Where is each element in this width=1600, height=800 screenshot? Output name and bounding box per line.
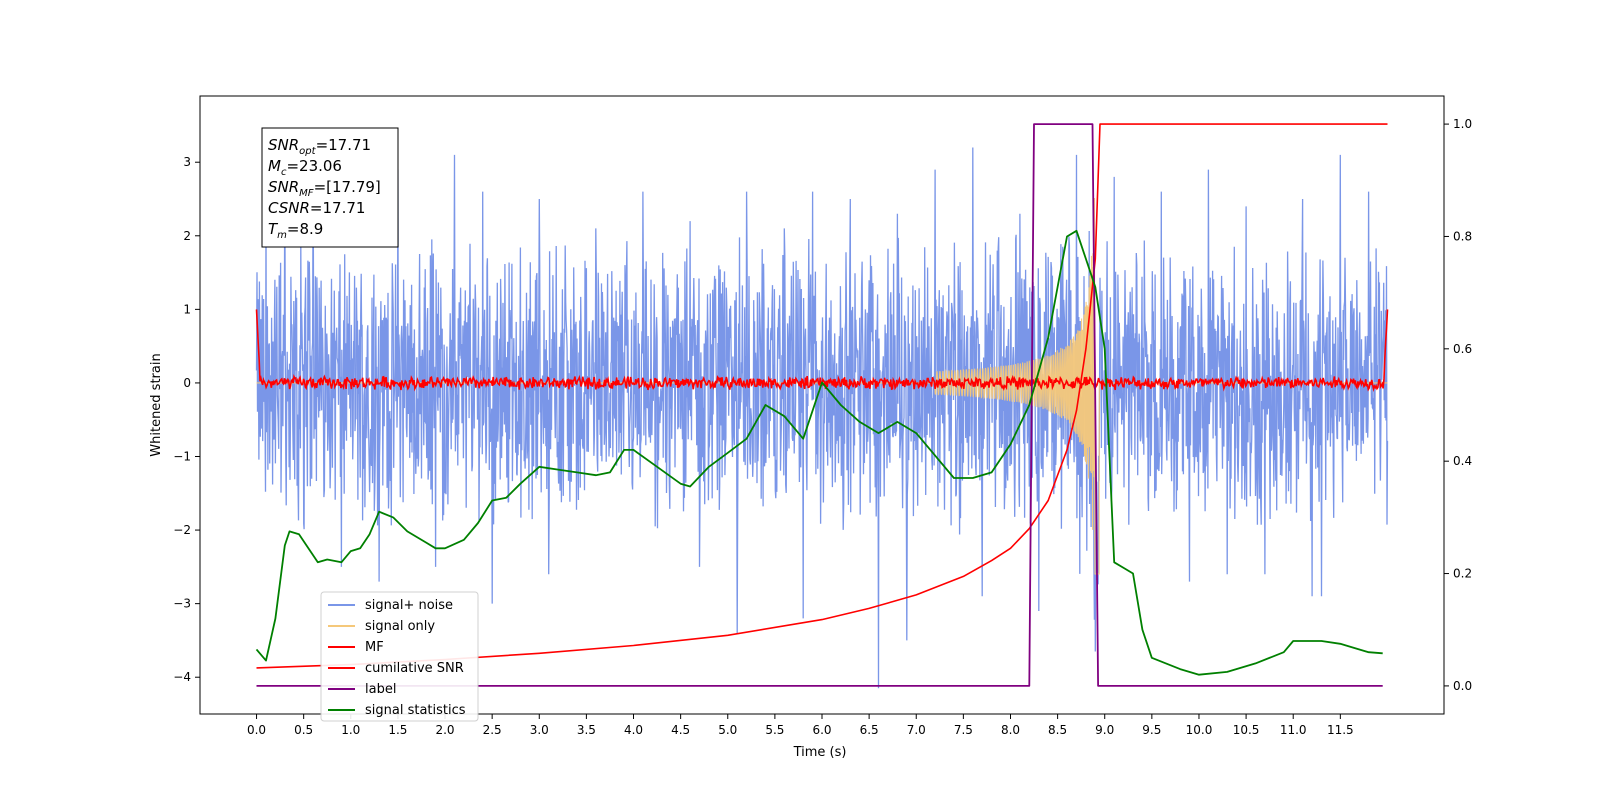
right-y-tick-label: 0.4: [1453, 454, 1472, 468]
annotation-line: CSNR=17.71: [268, 199, 365, 217]
legend-label: signal+ noise: [365, 598, 453, 613]
annotation-line: Tm=8.9: [268, 220, 323, 241]
annotation-line: Mc=23.06: [268, 157, 342, 178]
x-tick-label: 8.5: [1048, 723, 1067, 737]
x-tick-label: 2.5: [483, 723, 502, 737]
left-y-tick-label: 3: [183, 155, 191, 169]
x-tick-label: 9.0: [1095, 723, 1114, 737]
x-tick-label: 5.0: [718, 723, 737, 737]
legend-label: label: [365, 682, 396, 697]
x-tick-label: 1.5: [388, 723, 407, 737]
left-y-tick-label: −4: [173, 670, 191, 684]
annotation-line: SNRopt=17.71: [268, 136, 371, 157]
x-axis: 0.0 0.5 1.0 1.5 2.0 2.5 3.0 3.5 4.0 4.5 5.0 5.5 6.0 6…: [247, 714, 1354, 737]
cumulative-snr-line: [256, 123, 1388, 669]
x-tick-label: 10.5: [1233, 723, 1260, 737]
x-tick-label: 7.5: [954, 723, 973, 737]
x-tick-label: 7.0: [907, 723, 926, 737]
legend-label: MF: [365, 640, 384, 655]
left-y-tick-label: 2: [183, 229, 191, 243]
x-tick-label: 8.0: [1001, 723, 1020, 737]
legend-label: cumilative SNR: [365, 661, 464, 676]
x-tick-label: 0.5: [294, 723, 313, 737]
left-y-tick-label: −1: [173, 450, 191, 464]
x-tick-label: 3.5: [577, 723, 596, 737]
signal-statistics-line: [255, 229, 1383, 676]
right-y-tick-label: 1.0: [1453, 117, 1472, 131]
x-tick-label: 4.0: [624, 723, 643, 737]
right-y-axis: 1.0 0.8 0.6 0.4 0.2 0.0: [1444, 117, 1472, 693]
x-tick-label: 5.5: [765, 723, 784, 737]
x-tick-label: 0.0: [247, 723, 266, 737]
x-tick-label: 6.0: [812, 723, 831, 737]
x-tick-label: 11.5: [1327, 723, 1354, 737]
signal-noise-line: [255, 147, 1389, 689]
annotation-line: SNRMF=[17.79]: [268, 178, 381, 199]
left-y-tick-label: −3: [173, 597, 191, 611]
annotation-box: SNRopt=17.71Mc=23.06SNRMF=[17.79]CSNR=17…: [261, 127, 399, 248]
x-tick-label: 3.0: [530, 723, 549, 737]
left-y-tick-label: −2: [173, 523, 191, 537]
legend: signal+ noise signal only MF cumilative SNR…: [320, 591, 479, 722]
x-tick-label: 2.0: [435, 723, 454, 737]
right-y-tick-label: 0.2: [1453, 567, 1472, 581]
x-tick-label: 4.5: [671, 723, 690, 737]
left-y-axis: 3 2 1 0 −1 −2 −3 −4: [173, 155, 200, 684]
x-tick-label: 10.0: [1186, 723, 1213, 737]
x-tick-label: 6.5: [860, 723, 879, 737]
x-tick-label: 1.0: [341, 723, 360, 737]
plot-area: [255, 123, 1389, 689]
right-y-tick-label: 0.8: [1453, 229, 1472, 243]
y-axis-label: Whitened strain: [149, 353, 164, 456]
x-axis-label: Time (s): [793, 745, 847, 760]
x-tick-label: 11.0: [1280, 723, 1307, 737]
label-line: [256, 123, 1383, 687]
right-y-tick-label: 0.6: [1453, 342, 1472, 356]
x-tick-label: 9.5: [1142, 723, 1161, 737]
left-y-tick-label: 0: [183, 376, 191, 390]
left-y-tick-label: 1: [183, 302, 191, 316]
legend-label: signal statistics: [365, 703, 466, 718]
right-y-tick-label: 0.0: [1453, 679, 1472, 693]
legend-label: signal only: [365, 619, 435, 634]
